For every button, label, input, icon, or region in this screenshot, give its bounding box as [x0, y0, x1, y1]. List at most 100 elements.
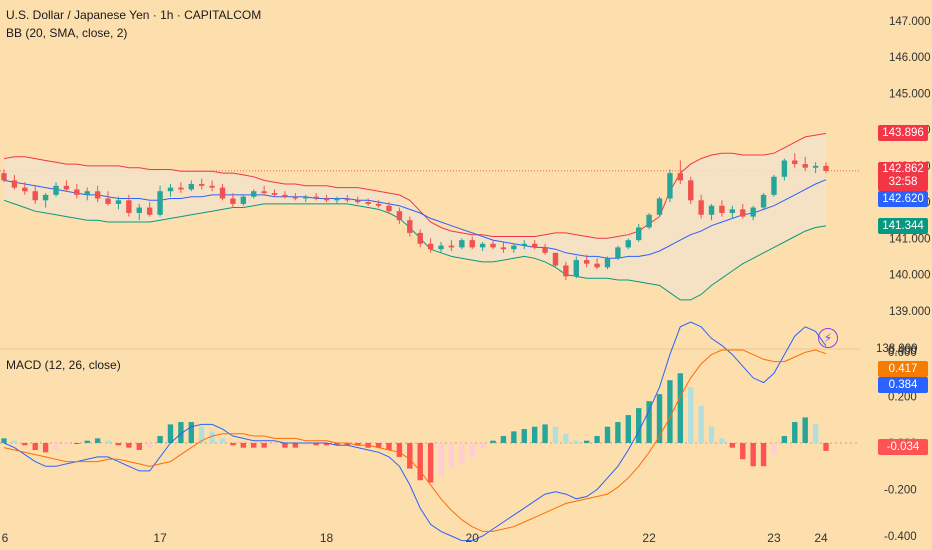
histogram-bar — [323, 443, 330, 446]
candle — [708, 203, 715, 221]
candle — [823, 162, 829, 174]
histogram-bar — [157, 436, 163, 443]
lightning-icon[interactable]: ⚡ — [818, 328, 838, 348]
candle-body — [32, 191, 38, 201]
candle — [157, 185, 163, 217]
price-tick-label: 145.000 — [889, 88, 931, 100]
candle-body — [219, 187, 226, 199]
histogram-bar — [688, 387, 694, 443]
histogram-bar — [417, 443, 423, 481]
candle-body — [42, 194, 49, 201]
candle — [719, 200, 725, 217]
candle — [63, 180, 70, 192]
histogram-bar — [396, 443, 403, 457]
candle-body — [812, 165, 819, 168]
candle-body — [656, 198, 663, 215]
candle-body — [1, 173, 7, 181]
histogram-bar — [344, 443, 351, 446]
histogram-bar — [261, 443, 267, 448]
time-tick-label: 17 — [153, 531, 167, 545]
candle — [105, 191, 111, 206]
candle — [219, 184, 226, 201]
candle-body — [667, 173, 673, 199]
candle — [386, 202, 392, 213]
candle — [459, 238, 465, 250]
candle-body — [198, 184, 205, 186]
histogram-bar — [271, 443, 278, 446]
candle — [521, 240, 527, 250]
candle — [531, 240, 538, 250]
candle-body — [292, 196, 299, 199]
histogram-bar — [334, 443, 340, 446]
histogram-bar — [459, 443, 465, 464]
candle-body — [396, 211, 403, 221]
histogram-bar — [303, 443, 309, 446]
candle — [126, 194, 132, 217]
candle-body — [313, 196, 319, 199]
macd-tick-label: 0.600 — [888, 347, 917, 359]
candle-body — [230, 198, 236, 204]
histogram-bar — [146, 443, 153, 448]
bb-indicator-label[interactable]: BB (20, SMA, close, 2) — [6, 26, 128, 40]
candle — [563, 261, 569, 280]
candle-body — [105, 198, 111, 204]
candle-body — [646, 214, 652, 228]
candle — [198, 178, 205, 190]
candle-body — [459, 240, 465, 248]
candle-body — [94, 191, 101, 199]
candle-body — [271, 193, 278, 195]
time-tick-label: 18 — [320, 531, 334, 545]
candle-body — [84, 191, 90, 195]
candle-body — [740, 209, 746, 217]
histogram-bar — [823, 443, 829, 451]
candle — [740, 203, 746, 219]
time-tick-label: 20 — [466, 531, 480, 545]
histogram-bar — [636, 408, 642, 443]
candle — [53, 182, 59, 197]
histogram-bar — [251, 443, 257, 448]
candle-body — [698, 200, 704, 215]
histogram-bar — [771, 443, 777, 455]
histogram-bar — [282, 443, 288, 448]
candle-body — [63, 185, 70, 190]
candle-body — [74, 189, 80, 195]
histogram-bar — [32, 443, 38, 450]
histogram-bar — [105, 440, 111, 443]
candle-body — [157, 191, 163, 215]
candle — [469, 236, 475, 250]
candle-body — [771, 176, 777, 195]
candle-body — [178, 187, 184, 190]
time-tick-label: 6 — [2, 531, 9, 545]
histogram-bar — [750, 443, 756, 467]
candle-body — [407, 220, 413, 233]
macd-line — [3, 321, 827, 542]
candle — [74, 184, 80, 199]
candle — [313, 193, 319, 201]
candle — [334, 196, 340, 204]
bb-basis-badge: 142.620 — [878, 191, 928, 207]
time-tick-label: 24 — [814, 531, 828, 545]
candle — [136, 203, 142, 221]
histogram-bar — [563, 433, 569, 443]
candle — [656, 196, 663, 217]
candle-body — [303, 196, 309, 199]
candle-body — [479, 243, 486, 248]
candle — [344, 194, 351, 203]
histogram-bar — [802, 417, 808, 443]
candle-body — [146, 207, 153, 215]
candle-body — [615, 247, 621, 259]
candle — [188, 180, 194, 192]
candle — [22, 182, 28, 195]
macd-indicator-label[interactable]: MACD (12, 26, close) — [6, 358, 121, 372]
candle-body — [708, 205, 715, 215]
macd-tick-label: 0.400 — [888, 345, 917, 357]
candle — [792, 153, 798, 168]
candle — [323, 194, 330, 203]
candle-body — [188, 184, 194, 190]
candle-body — [386, 205, 392, 212]
candle-body — [344, 198, 351, 201]
candle — [292, 193, 299, 201]
candle — [448, 240, 455, 252]
histogram-bar — [719, 438, 725, 443]
